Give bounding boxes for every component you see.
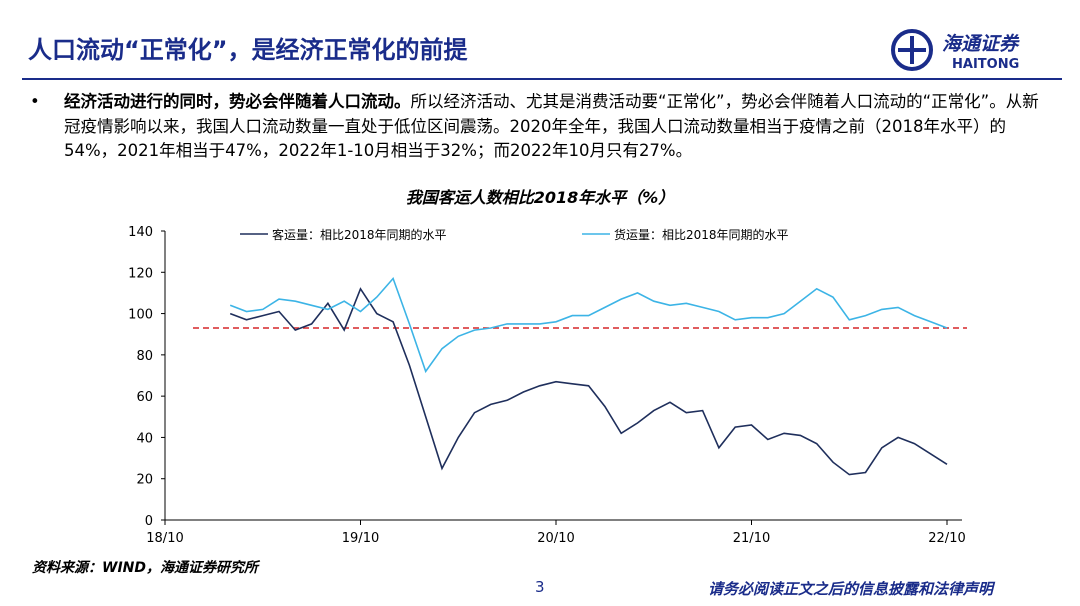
logo-text: 海通证券: [942, 33, 1020, 55]
legend-label: 货运量：相比2018年同期的水平: [614, 227, 789, 242]
bullet: • 经济活动进行的同时，势必会伴随着人口流动。所以经济活动、尤其是消费活动要“正常…: [30, 90, 1050, 164]
bullet-dot: •: [30, 92, 40, 111]
y-tick-label: 0: [145, 514, 153, 529]
y-tick-label: 100: [128, 308, 153, 323]
source: 资料来源：WIND，海通证券研究所: [32, 560, 258, 576]
x-tick-label: 21/10: [733, 531, 770, 546]
legend-label: 客运量：相比2018年同期的水平: [272, 227, 447, 242]
logo-icon: [891, 29, 933, 71]
y-tick-label: 20: [136, 473, 153, 488]
y-tick-label: 80: [136, 349, 153, 364]
page-number: 3: [535, 578, 545, 596]
bullet-bold: 经济活动进行的同时，势必会伴随着人口流动。: [64, 92, 411, 111]
series-line: [229, 287, 948, 476]
bullet-text: 经济活动进行的同时，势必会伴随着人口流动。所以经济活动、尤其是消费活动要“正常化…: [64, 90, 1050, 164]
x-tick-label: 22/10: [928, 531, 965, 546]
logo-icon: [898, 36, 926, 64]
chart-title: 我国客运人数相比2018年水平（%）: [406, 188, 675, 207]
y-tick-label: 40: [136, 431, 153, 446]
x-tick-label: 20/10: [537, 531, 574, 546]
logo: 海通证券 HAITONG: [891, 29, 1020, 72]
disclaimer: 请务必阅读正文之后的信息披露和法律声明: [708, 580, 994, 598]
y-tick-label: 140: [128, 225, 153, 240]
slide-title: 人口流动“正常化”，是经济正常化的前提: [28, 36, 468, 64]
logo-text: HAITONG: [952, 57, 1019, 72]
x-tick-label: 19/10: [342, 531, 379, 546]
series-line: [229, 276, 948, 374]
y-tick-label: 120: [128, 266, 153, 281]
divider: [22, 78, 1062, 80]
bullet-body: 所以经济活动、尤其是消费活动要“正常化”，势必会伴随着人口流动的“正常化”。从新…: [64, 92, 1039, 160]
x-tick-label: 18/10: [146, 531, 183, 546]
y-tick-label: 60: [136, 390, 153, 405]
